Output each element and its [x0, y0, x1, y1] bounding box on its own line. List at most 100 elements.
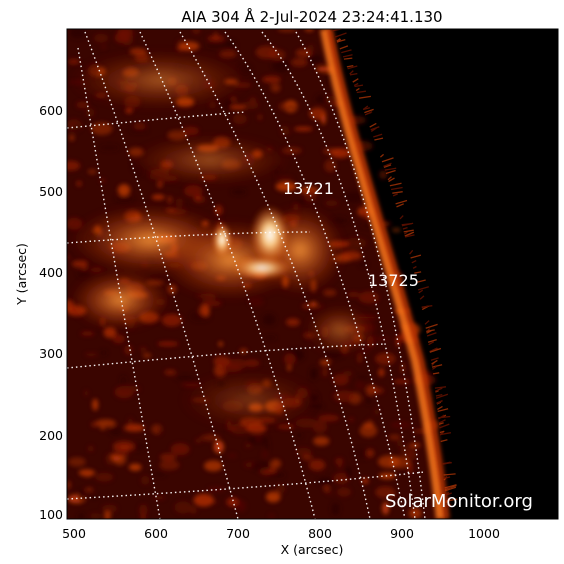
spicule	[383, 162, 392, 167]
chromosphere-texture	[192, 29, 201, 35]
spicule	[409, 249, 414, 255]
chromosphere-texture	[375, 486, 396, 499]
chromosphere-texture	[113, 453, 127, 466]
spicule	[410, 254, 422, 259]
spicule	[432, 372, 440, 375]
chromosphere-texture	[67, 160, 80, 171]
spicule	[364, 111, 373, 116]
x-tick-label: 1000	[468, 526, 500, 541]
spicule	[428, 341, 435, 346]
chromosphere-texture	[366, 448, 375, 458]
y-axis-label: Y (arcsec)	[14, 243, 29, 306]
chromosphere-texture	[219, 50, 237, 58]
y-tick-label: 200	[39, 428, 63, 443]
spicule	[444, 484, 457, 489]
chromosphere-texture	[248, 297, 264, 307]
spicule	[404, 234, 415, 238]
chromosphere-texture	[374, 408, 380, 415]
chromosphere-texture	[140, 513, 147, 519]
chromosphere-texture	[366, 394, 372, 405]
chromosphere-texture	[76, 180, 82, 187]
spicule	[418, 289, 424, 294]
chromosphere-texture	[109, 426, 122, 436]
chromosphere-texture	[382, 502, 390, 515]
chromosphere-texture	[124, 345, 133, 355]
chromosphere-texture	[201, 300, 222, 306]
chromosphere-texture	[90, 494, 98, 498]
chromosphere-texture	[333, 390, 355, 402]
chromosphere-texture	[90, 421, 99, 428]
chromosphere-texture	[282, 147, 302, 155]
chromosphere-texture	[325, 200, 339, 207]
spicule	[444, 486, 457, 492]
chromosphere-texture	[68, 59, 80, 65]
chromosphere-texture	[139, 504, 148, 517]
chromosphere-texture	[133, 122, 146, 130]
chromosphere-texture	[340, 250, 362, 261]
spicule	[432, 366, 437, 370]
chromosphere-texture	[239, 348, 248, 354]
chromosphere-texture	[294, 126, 313, 132]
chromosphere-texture	[117, 184, 131, 197]
solar-disk-image: 13721 13725 SolarMonitor.org	[67, 29, 533, 519]
chromosphere-texture	[244, 359, 260, 368]
spicule	[439, 430, 445, 434]
chromosphere-texture	[391, 228, 401, 232]
chromosphere-texture	[182, 126, 199, 136]
chromosphere-texture	[193, 493, 214, 507]
chromosphere-texture	[73, 123, 81, 132]
spicule	[358, 95, 371, 99]
chromosphere-texture	[236, 500, 246, 512]
chromosphere-texture	[251, 461, 271, 472]
chromosphere-texture	[78, 513, 84, 519]
chromosphere-texture	[112, 440, 135, 451]
spicule	[381, 157, 394, 163]
spicule	[395, 199, 408, 205]
chromosphere-texture	[331, 502, 340, 516]
chromosphere-texture	[284, 353, 296, 365]
spicule	[424, 320, 430, 325]
spicule	[435, 393, 449, 399]
chromosphere-texture	[151, 194, 165, 200]
chromosphere-texture	[265, 491, 281, 503]
chromosphere-texture	[175, 197, 184, 208]
longitude-line	[224, 31, 406, 519]
chromosphere-texture	[161, 313, 182, 327]
chromosphere-texture	[315, 95, 326, 104]
chromosphere-texture	[69, 134, 75, 142]
chromosphere-texture	[349, 417, 354, 422]
spicule	[419, 295, 425, 300]
chromosphere-texture	[213, 356, 231, 367]
chromosphere-texture	[345, 466, 352, 479]
spicule	[443, 476, 451, 479]
spicule	[437, 405, 443, 410]
chromosphere-texture	[272, 59, 291, 72]
chromosphere-texture	[207, 433, 215, 439]
spicule	[445, 498, 458, 502]
chromosphere-texture	[164, 369, 177, 376]
chromosphere-texture	[175, 375, 195, 381]
spicule	[430, 357, 439, 361]
chromosphere-texture	[296, 447, 312, 456]
chromosphere-texture	[270, 459, 281, 469]
chromosphere-texture	[264, 336, 277, 340]
chromosphere-texture	[333, 472, 350, 485]
spicule	[347, 65, 358, 70]
chromosphere-texture	[304, 29, 314, 32]
spicule	[434, 386, 447, 389]
chromosphere-texture	[159, 453, 177, 461]
spicule	[404, 231, 415, 237]
chromosphere-texture	[167, 284, 177, 295]
chromosphere-texture	[257, 114, 262, 121]
chromosphere-texture	[157, 181, 163, 188]
chromosphere-texture	[377, 455, 400, 469]
chromosphere-texture	[295, 200, 309, 204]
chromosphere-texture	[408, 507, 422, 519]
chromosphere-texture	[345, 237, 367, 249]
image-title: AIA 304 Å 2-Jul-2024 23:24:41.130	[181, 7, 442, 26]
spicule	[442, 461, 452, 465]
chromosphere-texture	[95, 472, 114, 482]
chromosphere-texture	[373, 387, 384, 394]
chromosphere-texture	[230, 105, 246, 110]
chromosphere-texture	[310, 368, 318, 380]
